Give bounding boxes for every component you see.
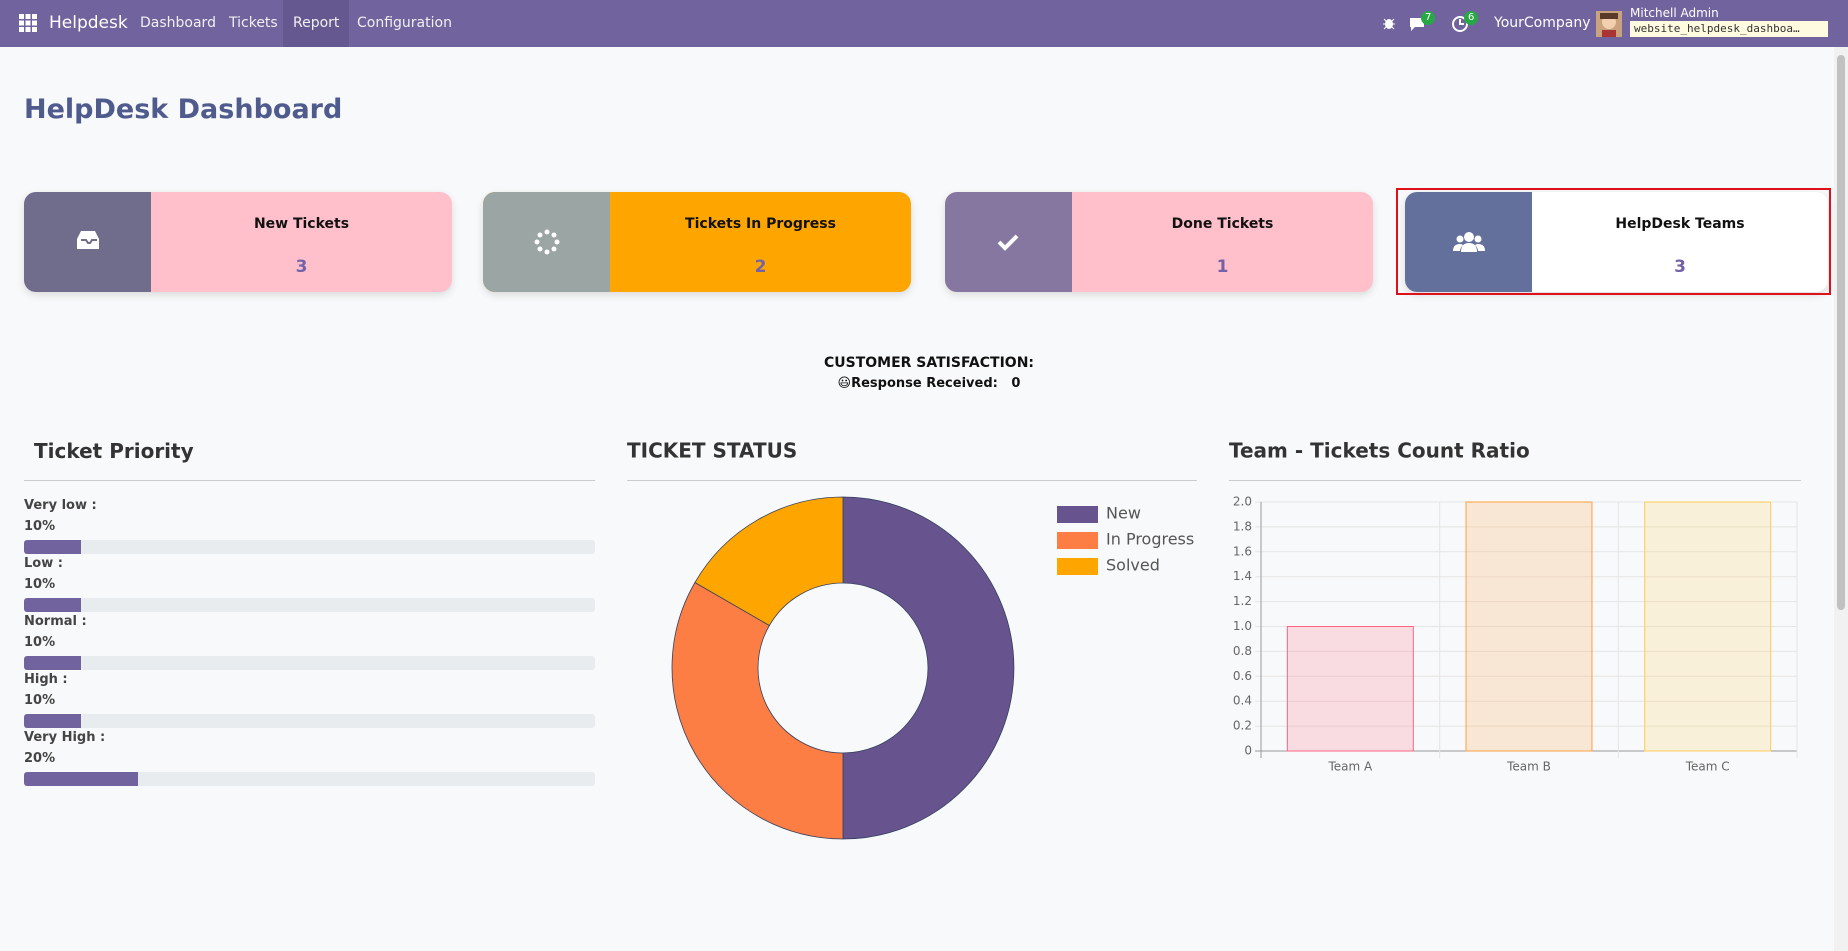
menu-item[interactable]: Dashboard [140, 15, 216, 31]
chat-icon[interactable] [1408, 16, 1426, 32]
scroll-thumb[interactable] [1837, 55, 1845, 610]
progress-track [24, 656, 595, 670]
apps-icon[interactable] [19, 14, 37, 32]
legend-swatch [1057, 506, 1098, 523]
card-label: HelpDesk Teams [1615, 216, 1745, 232]
card-icon-box [483, 192, 610, 292]
card-label: New Tickets [253, 216, 350, 232]
card-label: Tickets In Progress [685, 216, 836, 232]
legend-swatch [1057, 532, 1098, 549]
priority-label: Low : [24, 556, 63, 571]
priority-percent: 10% [24, 519, 56, 534]
pie-slice [694, 496, 844, 627]
bar [1644, 501, 1772, 752]
user-name[interactable]: Mitchell Admin [1630, 6, 1719, 20]
highlight-box [1396, 188, 1831, 295]
y-tick-label: 0.2 [1233, 719, 1252, 733]
database-name: website_helpdesk_dashboa… [1630, 21, 1828, 37]
progress-track [24, 714, 595, 728]
card-count: 1 [1216, 257, 1229, 277]
activity-count: 6 [1464, 11, 1479, 25]
progress-bar [24, 540, 82, 554]
check-icon [997, 234, 1019, 251]
x-tick-label: Team B [1506, 760, 1551, 774]
card-icon-box [945, 192, 1072, 292]
scrollbar[interactable] [1834, 47, 1848, 951]
priority-label: Very low : [24, 498, 97, 513]
y-tick-label: 0.6 [1233, 669, 1252, 683]
x-tick-label: Team C [1685, 760, 1730, 774]
message-count: 7 [1421, 11, 1436, 25]
priority-label: Normal : [24, 614, 87, 629]
inbox-icon [77, 231, 99, 249]
section-title: Ticket Priority [34, 439, 194, 463]
debug-icon[interactable] [1381, 15, 1397, 31]
y-tick-label: 1.6 [1233, 544, 1252, 558]
card-icon-box [24, 192, 151, 292]
x-tick-label: Team A [1327, 760, 1373, 774]
priority-label: Very High : [24, 730, 106, 745]
card-label: Done Tickets [1171, 216, 1274, 232]
satisfaction-line: 😃Response Received: 0 [0, 376, 1848, 391]
card[interactable]: Tickets In Progress 2 [483, 192, 911, 292]
pie-slice [842, 496, 1015, 840]
section-title: Team - Tickets Count Ratio [1229, 439, 1530, 463]
y-tick-label: 1.2 [1233, 594, 1252, 608]
progress-track [24, 772, 595, 786]
company[interactable]: YourCompany [1494, 15, 1591, 31]
y-tick-label: 0.8 [1233, 644, 1252, 658]
progress-bar [24, 598, 82, 612]
card-count: 3 [1674, 257, 1686, 277]
bar [1465, 501, 1593, 752]
y-tick-label: 1.4 [1233, 569, 1252, 583]
progress-bar [24, 714, 82, 728]
menu-item[interactable]: Tickets [229, 15, 278, 31]
pie-slice [671, 581, 844, 840]
card-count: 3 [295, 257, 308, 277]
spinner-icon [534, 229, 560, 255]
progress-bar [24, 772, 139, 786]
users-icon [1453, 232, 1485, 252]
progress-bar [24, 656, 82, 670]
section-title: TICKET STATUS [627, 439, 797, 463]
satisfaction-value: 0 [1011, 376, 1021, 391]
y-tick-label: 0.4 [1233, 694, 1252, 708]
menu-item[interactable]: Report [283, 0, 350, 47]
page-title: HelpDesk Dashboard [24, 94, 343, 125]
y-tick-label: 0 [1244, 744, 1252, 758]
card-icon-box [1405, 192, 1532, 292]
avatar[interactable] [1596, 11, 1622, 37]
app-name[interactable]: Helpdesk [49, 13, 128, 33]
legend-swatch [1057, 558, 1098, 575]
legend-label: In Progress [1106, 530, 1194, 549]
legend-label: New [1106, 504, 1141, 523]
bar [1286, 626, 1414, 752]
priority-percent: 20% [24, 751, 56, 766]
progress-track [24, 540, 595, 554]
satisfaction-title: CUSTOMER SATISFACTION: [823, 355, 1035, 371]
navbar: Helpdesk Dashboard Tickets Report Config… [0, 0, 1848, 47]
satisfaction-label: 😃Response Received: [837, 376, 998, 391]
card-count: 2 [754, 257, 767, 277]
priority-percent: 10% [24, 635, 56, 650]
priority-label: High : [24, 672, 68, 687]
y-tick-label: 2.0 [1233, 495, 1252, 509]
menu-item[interactable]: Configuration [357, 15, 452, 31]
card[interactable]: HelpDesk Teams 3 [1405, 192, 1828, 292]
card[interactable]: Done Tickets 1 [945, 192, 1373, 292]
progress-track [24, 598, 595, 612]
priority-percent: 10% [24, 693, 56, 708]
legend-label: Solved [1106, 556, 1160, 575]
card[interactable]: New Tickets 3 [24, 192, 452, 292]
y-tick-label: 1.0 [1233, 619, 1252, 633]
priority-percent: 10% [24, 577, 56, 592]
y-tick-label: 1.8 [1233, 519, 1252, 533]
divider [24, 480, 595, 481]
